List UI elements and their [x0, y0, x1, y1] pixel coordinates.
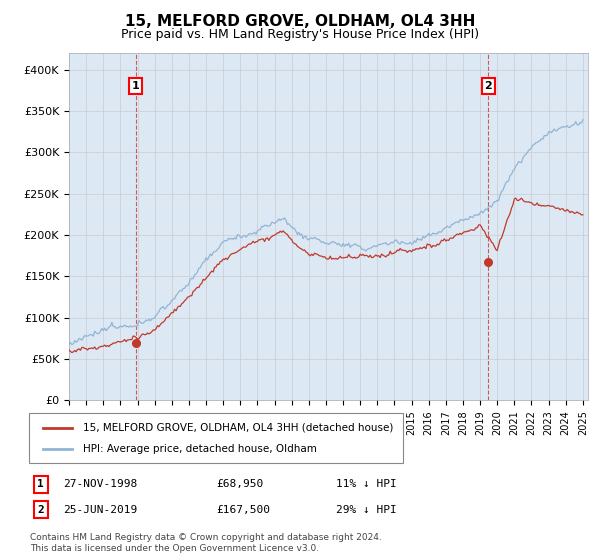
Text: 27-NOV-1998: 27-NOV-1998: [63, 479, 137, 489]
Text: 29% ↓ HPI: 29% ↓ HPI: [336, 505, 397, 515]
Text: 2: 2: [484, 81, 492, 91]
Text: 25-JUN-2019: 25-JUN-2019: [63, 505, 137, 515]
Text: £68,950: £68,950: [216, 479, 263, 489]
Text: Contains HM Land Registry data © Crown copyright and database right 2024.
This d: Contains HM Land Registry data © Crown c…: [30, 533, 382, 553]
Text: 15, MELFORD GROVE, OLDHAM, OL4 3HH (detached house): 15, MELFORD GROVE, OLDHAM, OL4 3HH (deta…: [83, 423, 393, 433]
FancyBboxPatch shape: [29, 413, 403, 463]
Text: £167,500: £167,500: [216, 505, 270, 515]
Text: HPI: Average price, detached house, Oldham: HPI: Average price, detached house, Oldh…: [83, 444, 317, 454]
Text: 1: 1: [132, 81, 140, 91]
Text: Price paid vs. HM Land Registry's House Price Index (HPI): Price paid vs. HM Land Registry's House …: [121, 28, 479, 41]
Text: 15, MELFORD GROVE, OLDHAM, OL4 3HH: 15, MELFORD GROVE, OLDHAM, OL4 3HH: [125, 14, 475, 29]
Text: 1: 1: [37, 479, 44, 489]
Text: 11% ↓ HPI: 11% ↓ HPI: [336, 479, 397, 489]
Text: 2: 2: [37, 505, 44, 515]
